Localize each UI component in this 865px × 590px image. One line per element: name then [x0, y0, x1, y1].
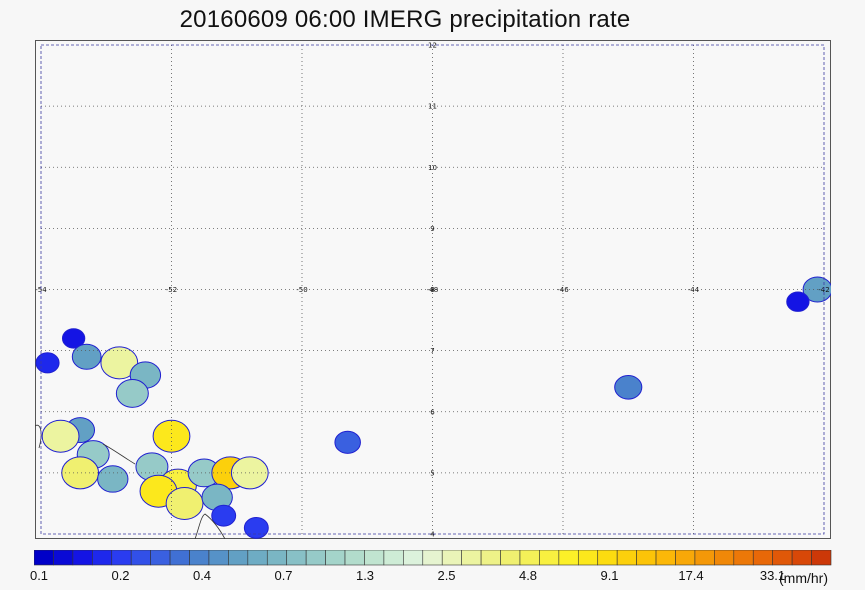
coastline-layer	[35, 424, 226, 539]
precip-cell	[61, 328, 86, 349]
colorbar-swatch	[72, 550, 93, 566]
colorbar-swatch	[558, 550, 579, 566]
colorbar-swatch	[577, 550, 599, 566]
colorbar-swatch	[655, 550, 676, 566]
colorbar-swatch	[169, 550, 190, 566]
precip-cell	[71, 343, 102, 370]
colorbar-swatch	[597, 550, 618, 566]
precip-cell	[35, 352, 60, 374]
colorbar-tick-label: 0.1	[29, 568, 49, 583]
chart-title: 20160609 06:00 IMERG precipitation rate	[179, 6, 631, 33]
precip-cell	[614, 375, 643, 400]
colorbar-swatch	[53, 550, 74, 566]
longitude-label: -44	[688, 286, 700, 294]
colorbar-swatch	[616, 550, 637, 566]
colorbar-swatch	[461, 550, 482, 566]
latitude-label: 8	[430, 286, 434, 294]
colorbar-swatch	[539, 550, 560, 566]
longitude-label: -50	[296, 286, 307, 294]
colorbar-swatch	[500, 550, 521, 566]
colorbar-swatch	[130, 550, 151, 566]
latitude-label: 10	[428, 164, 437, 172]
colorbar	[34, 550, 832, 566]
colorbar-swatch	[247, 550, 268, 566]
coastline	[194, 513, 226, 539]
precip-cell	[334, 430, 361, 454]
colorbar-swatch	[286, 550, 307, 566]
colorbar-swatch	[111, 550, 132, 566]
precip-cell	[41, 419, 80, 453]
latitude-label: 6	[430, 408, 435, 416]
colorbar-swatch	[266, 550, 288, 566]
colorbar-swatch	[150, 550, 171, 566]
colorbar-tick-label: 33.1	[759, 568, 786, 583]
latitude-label: 4	[430, 531, 435, 539]
colorbar-tick-label: 9.1	[600, 568, 619, 583]
colorbar-tick-label: 17.4	[678, 568, 704, 583]
precip-cell	[211, 504, 237, 527]
map-inner-border	[40, 44, 825, 535]
colorbar-swatch	[752, 550, 773, 566]
latitude-label: 7	[430, 347, 434, 355]
colorbar-tick-label: 0.4	[192, 568, 212, 583]
coastline	[102, 443, 136, 465]
colorbar-tick-label: 4.8	[518, 568, 538, 583]
colorbar-swatch	[189, 550, 210, 566]
precip-cell	[165, 486, 204, 520]
colorbar-swatch	[714, 550, 735, 566]
colorbar-swatch	[305, 550, 326, 566]
latitude-label: 5	[430, 469, 434, 477]
colorbar-swatch	[422, 550, 443, 566]
longitude-label: -52	[166, 286, 177, 294]
colorbar-swatch	[228, 550, 249, 566]
colorbar-swatch	[519, 550, 540, 566]
precip-cell	[97, 465, 129, 493]
colorbar-tick-label: 1.3	[355, 568, 375, 583]
colorbar-swatch	[480, 550, 501, 566]
colorbar-swatch	[636, 550, 657, 566]
colorbar-swatch	[733, 550, 754, 566]
colorbar-tick-label: 2.5	[437, 568, 456, 583]
precip-cell	[115, 379, 149, 408]
latitude-label: 12	[428, 42, 437, 50]
precip-cell	[152, 419, 191, 453]
colorbar-swatch	[441, 550, 462, 566]
precip-cell	[786, 291, 810, 312]
colorbar-swatch	[791, 550, 812, 566]
colorbar-swatch	[772, 550, 793, 566]
longitude-label: -46	[557, 286, 569, 294]
colorbar-swatch	[344, 550, 365, 566]
precip-cell	[243, 516, 269, 539]
colorbar-swatch	[675, 550, 696, 566]
colorbar-swatch	[403, 550, 424, 566]
colorbar-swatch	[34, 550, 54, 566]
colorbar-swatch	[694, 550, 715, 566]
colorbar-tick-label: 0.2	[111, 568, 130, 583]
colorbar-swatch	[364, 550, 385, 566]
latitude-label: 11	[428, 103, 437, 111]
colorbar-swatch	[383, 550, 404, 566]
colorbar-swatch	[811, 550, 832, 566]
longitude-label: -54	[35, 286, 47, 294]
colorbar-swatch	[92, 550, 113, 566]
colorbar-tick-label: 0.7	[274, 568, 293, 583]
colorbar-units: (mm/hr)	[779, 570, 828, 586]
longitude-label: -48	[427, 286, 438, 294]
latitude-label: 9	[430, 225, 434, 233]
colorbar-swatch	[325, 550, 346, 566]
precip-cell	[100, 346, 139, 380]
colorbar-swatch	[208, 550, 229, 566]
coastline	[35, 424, 42, 449]
